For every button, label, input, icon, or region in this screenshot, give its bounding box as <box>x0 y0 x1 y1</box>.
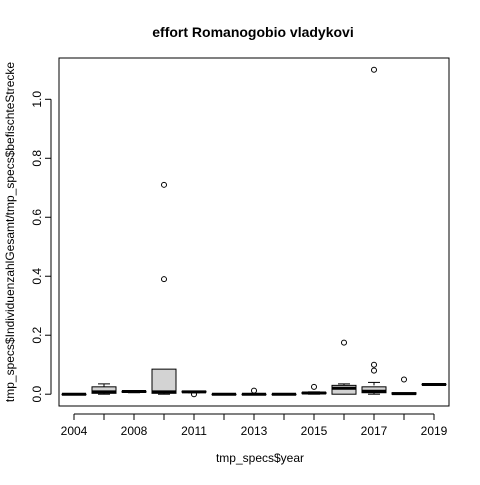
x-tick-label: 2004 <box>61 424 88 438</box>
y-tick-label: 0.0 <box>30 386 44 403</box>
box-body <box>151 368 177 394</box>
x-tick-label: 2008 <box>121 424 148 438</box>
x-axis-label: tmp_specs$year <box>216 451 304 465</box>
y-tick-label: 0.8 <box>30 150 44 167</box>
chart-title: effort Romanogobio vladykovi <box>152 24 353 40</box>
y-tick-label: 0.4 <box>30 268 44 285</box>
outlier-point <box>191 391 197 398</box>
x-tick-label: 2013 <box>241 424 268 438</box>
y-tick-label: 0.6 <box>30 209 44 226</box>
x-tick-label: 2019 <box>421 424 448 438</box>
x-tick-label: 2011 <box>181 424 207 438</box>
outlier-point <box>251 387 257 394</box>
outlier-point <box>371 66 377 73</box>
outlier-point <box>311 383 317 390</box>
outlier-point <box>161 181 167 188</box>
y-tick-label: 0.2 <box>30 327 44 344</box>
outlier-point <box>371 361 377 368</box>
outlier-point <box>341 339 347 346</box>
outlier-point <box>401 376 407 383</box>
plot-frame <box>58 57 450 407</box>
x-tick-label: 2017 <box>361 424 388 438</box>
y-tick-label: 1.0 <box>30 91 44 108</box>
x-tick-label: 2015 <box>301 424 328 438</box>
y-axis-label: tmp_specs$IndividuenzahlGesamt/tmp_specs… <box>3 62 17 403</box>
outlier-point <box>371 367 377 374</box>
outlier-point <box>161 276 167 283</box>
